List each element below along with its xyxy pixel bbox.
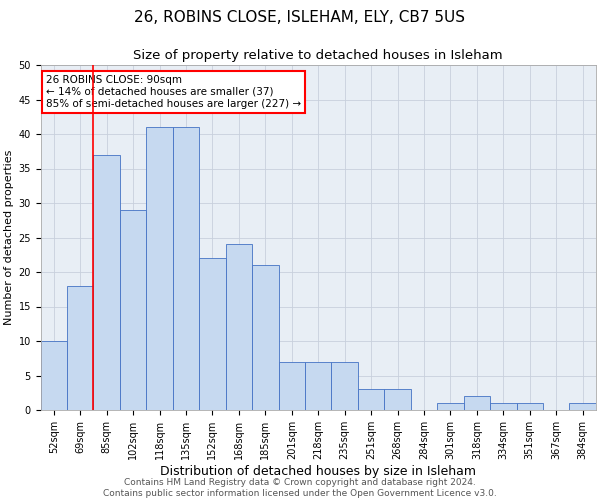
Bar — [569, 403, 596, 410]
Bar — [437, 403, 464, 410]
Bar — [252, 265, 278, 410]
Bar — [278, 362, 305, 410]
Bar — [517, 403, 543, 410]
Bar — [146, 127, 173, 410]
Text: Contains HM Land Registry data © Crown copyright and database right 2024.
Contai: Contains HM Land Registry data © Crown c… — [103, 478, 497, 498]
Text: 26, ROBINS CLOSE, ISLEHAM, ELY, CB7 5US: 26, ROBINS CLOSE, ISLEHAM, ELY, CB7 5US — [134, 10, 466, 25]
Bar — [120, 210, 146, 410]
Bar — [199, 258, 226, 410]
Bar — [41, 341, 67, 410]
Y-axis label: Number of detached properties: Number of detached properties — [4, 150, 14, 325]
Bar — [226, 244, 252, 410]
Bar — [331, 362, 358, 410]
Bar — [464, 396, 490, 410]
Bar — [358, 390, 384, 410]
Bar — [94, 154, 120, 410]
Title: Size of property relative to detached houses in Isleham: Size of property relative to detached ho… — [133, 50, 503, 62]
Text: 26 ROBINS CLOSE: 90sqm
← 14% of detached houses are smaller (37)
85% of semi-det: 26 ROBINS CLOSE: 90sqm ← 14% of detached… — [46, 76, 301, 108]
Bar — [67, 286, 94, 410]
Bar — [490, 403, 517, 410]
Bar — [305, 362, 331, 410]
Bar — [384, 390, 411, 410]
X-axis label: Distribution of detached houses by size in Isleham: Distribution of detached houses by size … — [160, 464, 476, 477]
Bar — [173, 127, 199, 410]
